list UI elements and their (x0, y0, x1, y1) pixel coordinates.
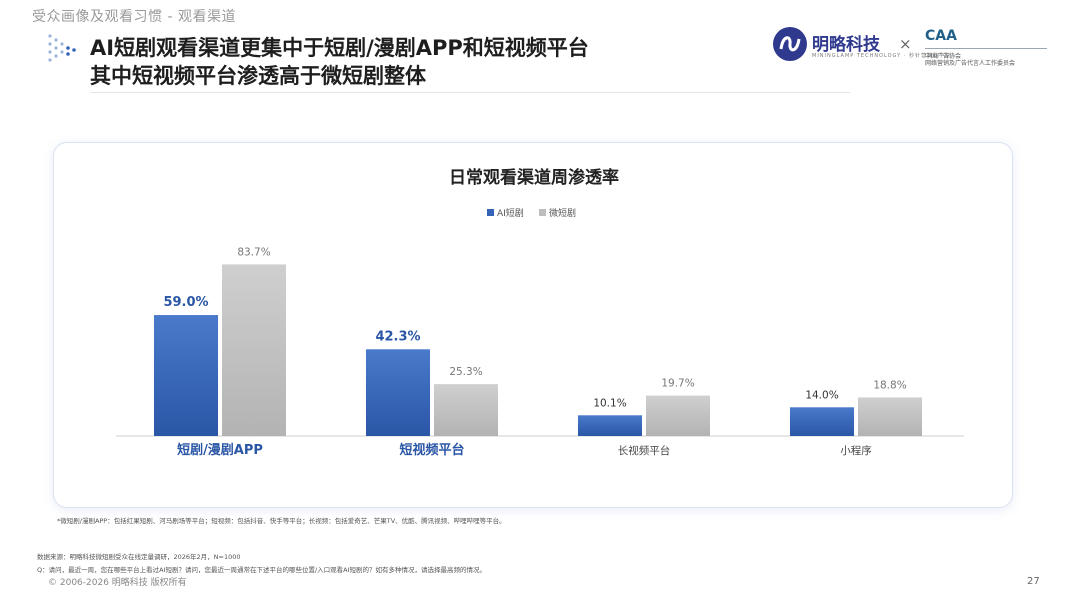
bar-ai-drama-1 (154, 315, 218, 436)
chart-card: 日常观看渠道周渗透率 AI短剧 微短剧 59.0% 83.7% 短剧/漫剧APP 42.3%… (53, 142, 1013, 508)
footnote: *微短剧/漫剧APP：包括红果短剧、河马剧场等平台；短视频：包括抖音、快手等平台… (57, 517, 506, 525)
legend-label-1: AI短剧 (497, 207, 524, 219)
brand-subtitle: MININGLAMP TECHNOLOGY · 秒针营销科学院 (812, 53, 951, 59)
caa-divider (925, 48, 1047, 49)
title-line-2: 其中短视频平台渗透高于微短剧整体 (90, 64, 426, 88)
data-label-ai-drama-3: 10.1% (593, 397, 626, 409)
dot-pattern-icon (48, 34, 76, 62)
data-label-micro-drama-3: 19.7% (661, 378, 694, 390)
copyright: © 2006-2026 明略科技 版权所有 (48, 578, 187, 588)
caa-org-name: 中国广告协会 (925, 53, 962, 60)
category-label-2: 短视频平台 (399, 442, 464, 458)
legend-swatch-1 (487, 209, 494, 216)
times-symbol: × (899, 35, 912, 53)
data-label-ai-drama-2: 42.3% (375, 329, 420, 344)
legend-label-2: 微短剧 (549, 207, 576, 219)
data-label-ai-drama-1: 59.0% (163, 295, 208, 310)
bar-ai-drama-4 (790, 407, 854, 436)
category-label-3: 长视频平台 (618, 444, 671, 457)
data-label-micro-drama-1: 83.7% (237, 246, 270, 258)
title-divider (90, 92, 850, 93)
brand-logo-icon (773, 27, 807, 61)
data-label-micro-drama-2: 25.3% (449, 366, 482, 378)
bar-micro-drama-2 (434, 384, 498, 436)
page-number: 27 (1027, 576, 1040, 587)
category-label-4: 小程序 (840, 444, 872, 457)
survey-question: Q：请问，最近一周，您在哪些平台上看过AI短剧？请问，您最近一周通常在下述平台的… (37, 566, 487, 574)
bar-ai-drama-2 (366, 349, 430, 436)
data-label-ai-drama-4: 14.0% (805, 389, 838, 401)
data-label-micro-drama-4: 18.8% (873, 379, 906, 391)
category-label-1: 短剧/漫剧APP (177, 442, 263, 458)
brand-name: 明略科技 (812, 35, 880, 55)
caa-logo: CAA (925, 28, 957, 44)
title-line-1: AI短剧观看渠道更集中于短剧/漫剧APP和短视频平台 (90, 36, 589, 60)
bar-micro-drama-1 (222, 264, 286, 436)
legend-swatch-2 (539, 209, 546, 216)
chart-title: 日常观看渠道周渗透率 (449, 167, 619, 188)
page-title: AI短剧观看渠道更集中于短剧/漫剧APP和短视频平台 其中短视频平台渗透高于微短… (90, 34, 589, 90)
bar-micro-drama-4 (858, 397, 922, 436)
caa-committee-name: 网络营销及广告代言人工作委员会 (925, 60, 1016, 67)
bar-micro-drama-3 (646, 395, 710, 436)
data-source: 数据来源：明略科技微短剧受众在线定量调研，2026年2月，N=1000 (37, 553, 241, 561)
bar-chart: 日常观看渠道周渗透率 AI短剧 微短剧 59.0% 83.7% 短剧/漫剧APP 42.3%… (116, 167, 964, 458)
bar-ai-drama-3 (578, 415, 642, 436)
breadcrumb: 受众画像及观看习惯 - 观看渠道 (32, 9, 236, 25)
